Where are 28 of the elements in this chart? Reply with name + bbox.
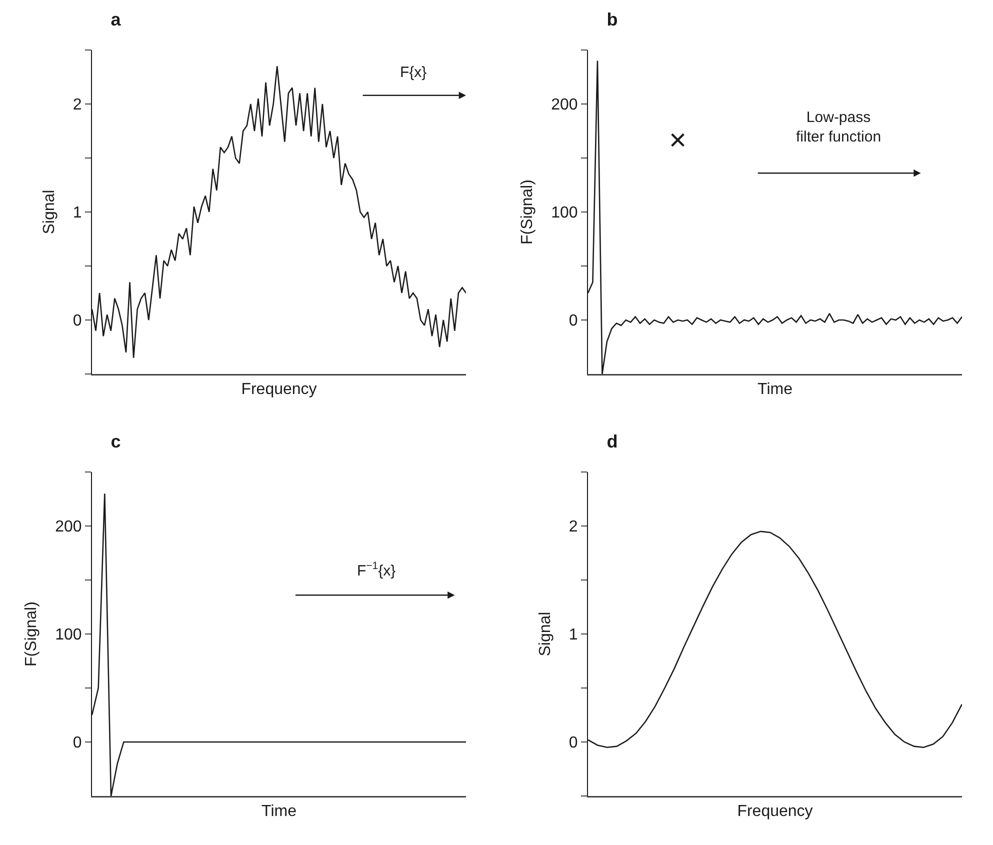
y-tick-label: 0: [568, 734, 578, 752]
y-tick-label: 1: [72, 204, 82, 222]
y-tick-label: 100: [55, 626, 82, 644]
y-tick-label: 2: [72, 96, 82, 114]
chart-title: b: [606, 9, 618, 30]
x-axis-title: Frequency: [737, 802, 813, 820]
chart-title: a: [110, 9, 122, 30]
y-tick-label: 0: [72, 734, 82, 752]
x-axis-title: Frequency: [241, 380, 317, 398]
annotation: Low-pass filter function: [796, 109, 882, 146]
y-axis-title: Signal: [536, 612, 554, 656]
x-axis-title: Time: [758, 380, 793, 398]
y-tick-label: 2: [568, 518, 578, 536]
chart-title: c: [110, 431, 121, 452]
chart-title: d: [606, 431, 618, 452]
annotation: F{x}: [400, 64, 427, 81]
annotation: ×: [669, 124, 687, 157]
y-tick-label: 0: [568, 312, 578, 330]
y-tick-label: 0: [72, 312, 82, 330]
y-tick-label: 200: [55, 518, 82, 536]
y-tick-label: 200: [551, 96, 578, 114]
annotation: F$^{−1}${x}: [357, 560, 396, 580]
y-tick-label: 100: [551, 204, 578, 222]
y-tick-label: 1: [568, 626, 578, 644]
y-axis-title: Signal: [40, 190, 58, 234]
y-axis-title: F(Signal): [22, 602, 40, 666]
x-axis-title: Time: [262, 802, 297, 820]
y-axis-title: F(Signal): [518, 180, 536, 244]
